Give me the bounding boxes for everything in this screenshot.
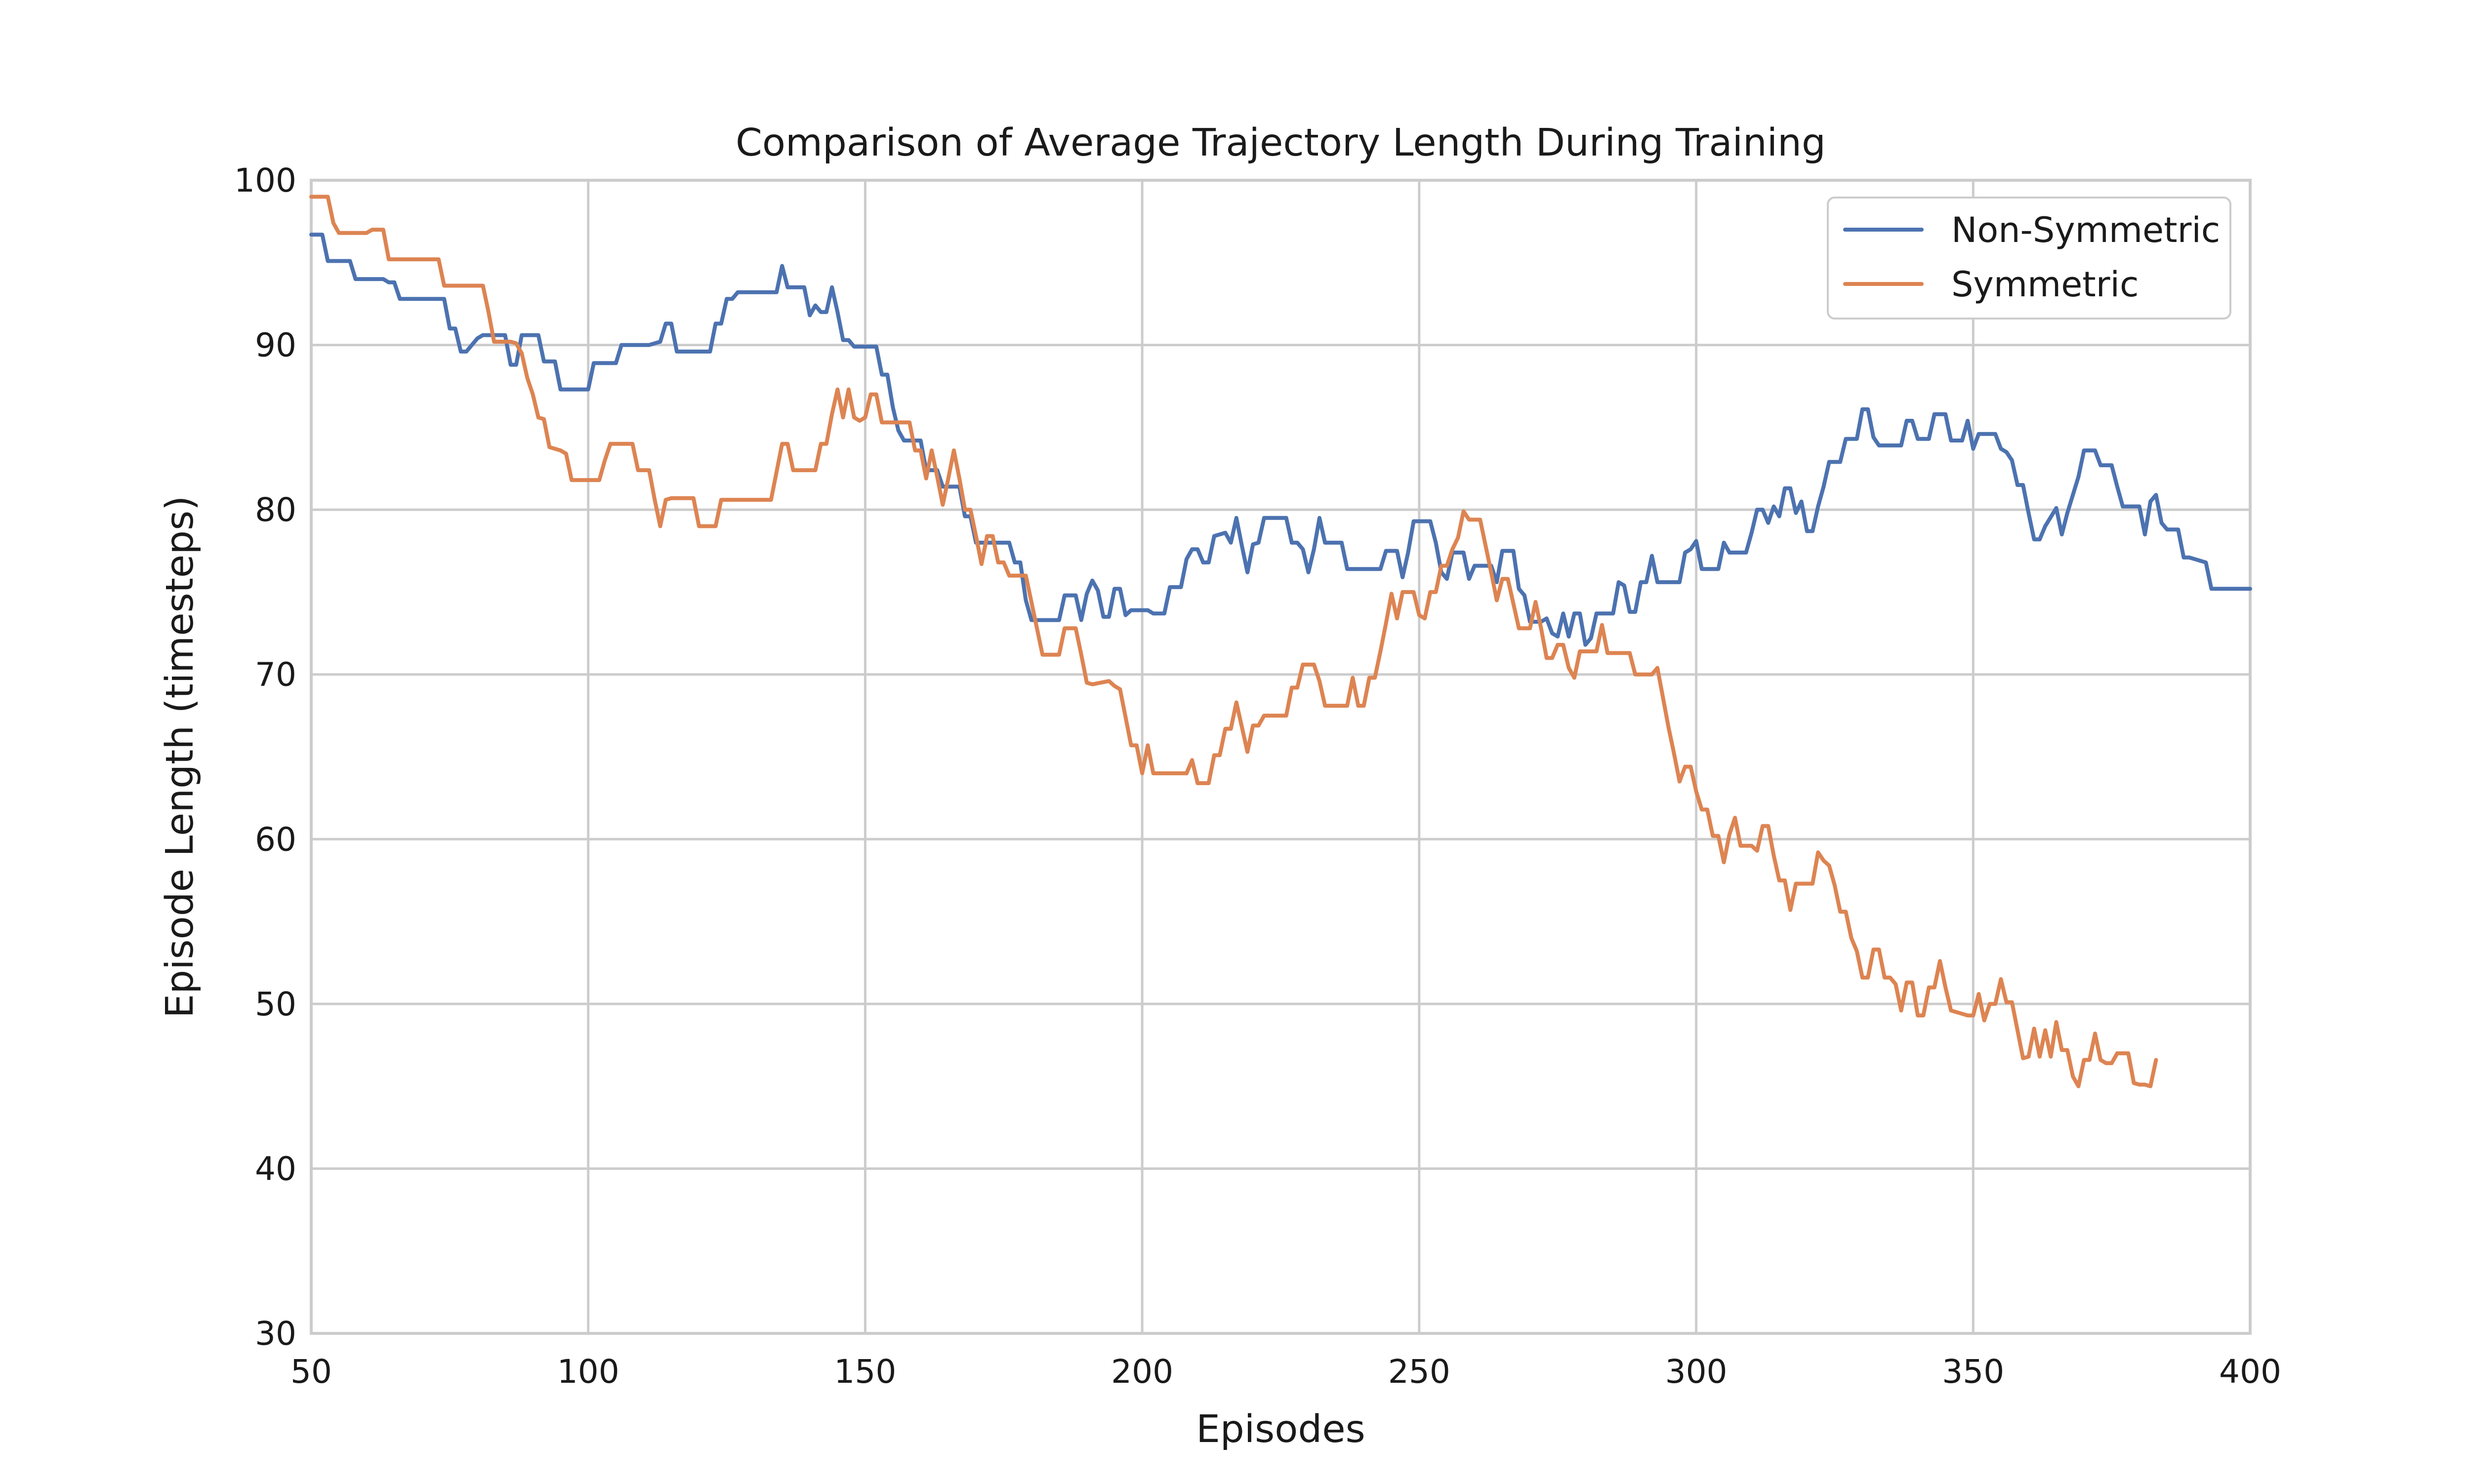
y-tick-label-80: 80 (255, 491, 296, 529)
x-tick-label-150: 150 (834, 1353, 896, 1391)
x-tick-label-400: 400 (2219, 1353, 2281, 1391)
x-tick-label-100: 100 (557, 1353, 619, 1391)
y-tick-label-40: 40 (255, 1150, 296, 1188)
y-tick-label-90: 90 (255, 326, 296, 364)
x-tick-label-250: 250 (1388, 1353, 1450, 1391)
y-axis-label: Episode Length (timesteps) (158, 496, 202, 1018)
legend-box (1827, 197, 2231, 320)
y-tick-label-100: 100 (234, 161, 296, 200)
x-tick-label-300: 300 (1665, 1353, 1728, 1391)
plot-frame (310, 179, 2252, 1335)
series-line-non-symmetric (309, 233, 2252, 647)
legend-label-symmetric: Symmetric (1951, 264, 2139, 305)
x-tick-label-350: 350 (1942, 1353, 2004, 1391)
chart-title: Comparison of Average Trajectory Length … (736, 121, 1826, 165)
legend-label-non-symmetric: Non-Symmetric (1951, 210, 2220, 250)
x-tick-label-50: 50 (290, 1353, 332, 1391)
legend: Non-Symmetric Symmetric (1827, 197, 2231, 320)
tick-labels: 50 100 150 200 250 300 350 400 30 40 50 60 70 80 90 100 (234, 161, 2281, 1391)
x-tick-label-200: 200 (1111, 1353, 1173, 1391)
y-tick-label-50: 50 (255, 985, 296, 1023)
x-axis-label: Episodes (1196, 1407, 1365, 1451)
series-lines (309, 195, 2252, 1088)
series-line-symmetric (309, 195, 2158, 1088)
y-tick-label-70: 70 (255, 656, 296, 694)
y-tick-label-60: 60 (255, 820, 296, 858)
y-tick-label-30: 30 (255, 1315, 296, 1353)
